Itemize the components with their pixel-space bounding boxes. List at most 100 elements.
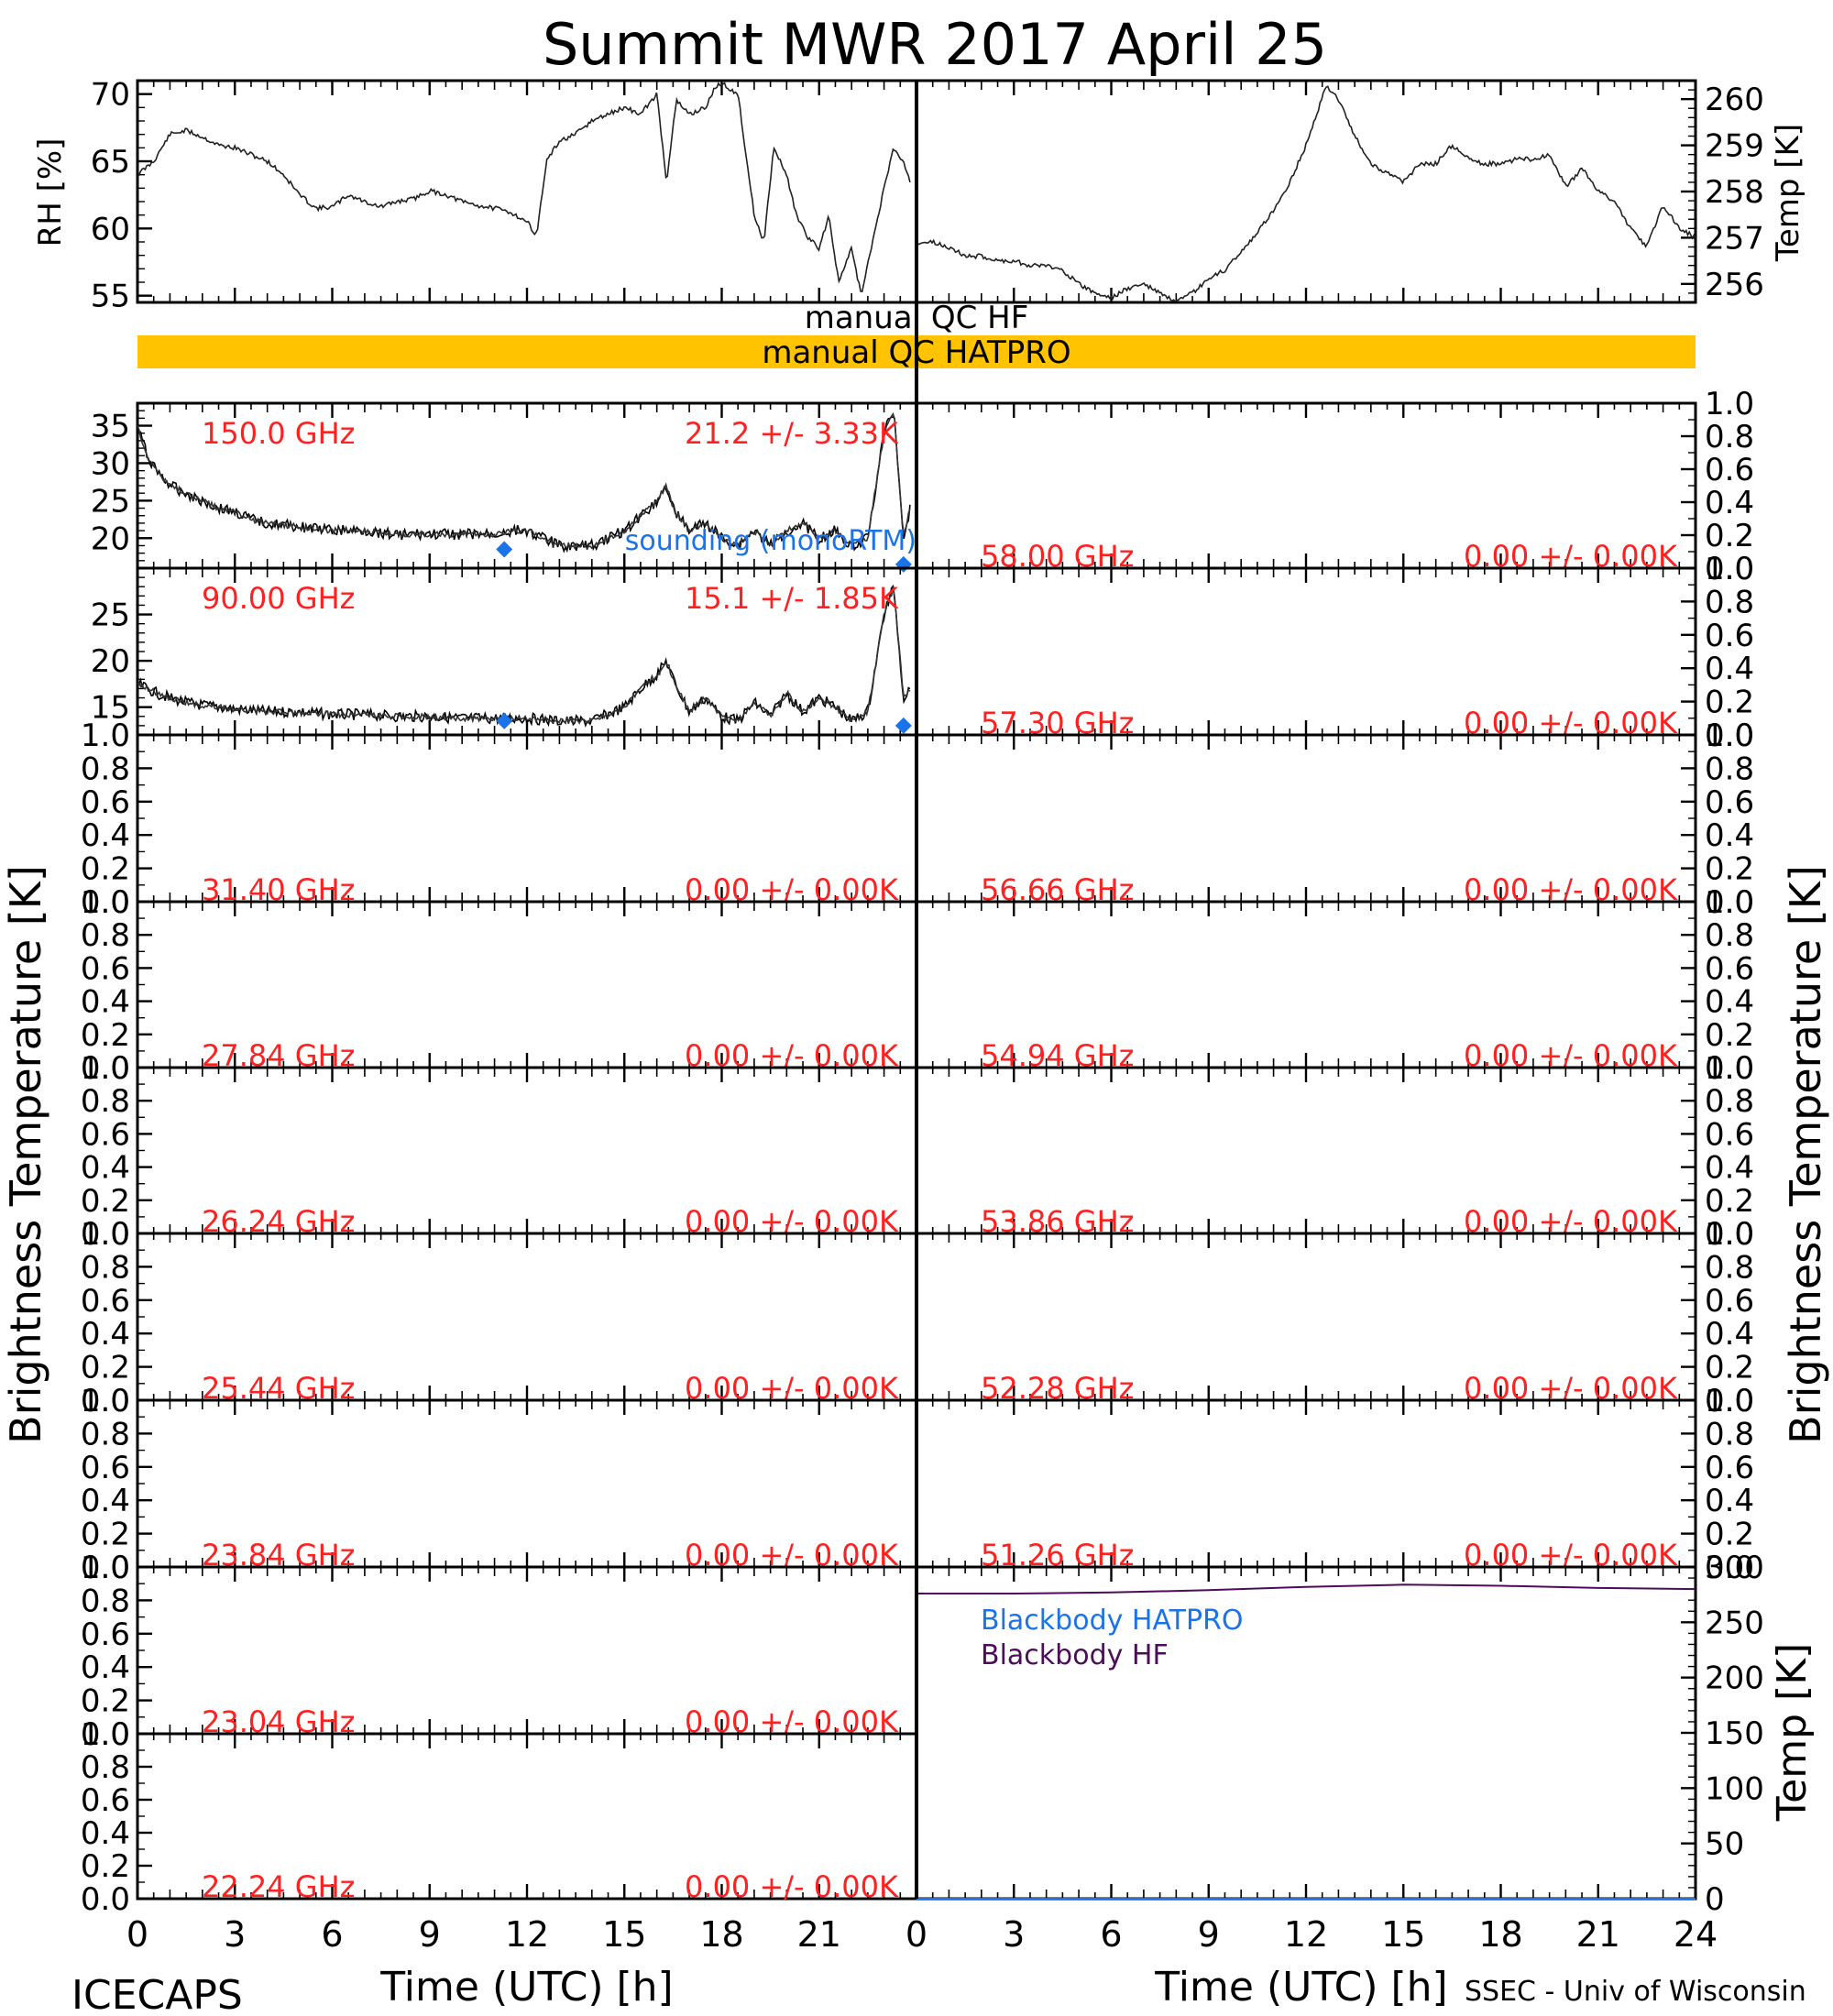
right-xtick-label: 3 [1003, 1914, 1025, 1955]
left-panel-0-sounding-point [496, 541, 513, 558]
right-panel-1-axis-ytick-label: 1.0 [1705, 551, 1754, 587]
right-panel-5-axis-ytick-label: 0.0 [1705, 1383, 1754, 1419]
left-main-ylabel: Brightness Temperature [K] [1, 865, 50, 1444]
right-panel-0-axis-ytick-label: 0.4 [1705, 485, 1754, 521]
temp-axis-ytick-label: 259 [1705, 128, 1764, 165]
blackbody-axis-ytick-label: 0 [1705, 1881, 1725, 1918]
right-panel-2-axis-ytick-label: 0.8 [1705, 751, 1754, 787]
left-panel-1-tb-line [137, 584, 911, 728]
left-panel-5-axis-ytick-label: 0.6 [81, 1283, 130, 1320]
right-panel-5-axis-ytick-label: 0.4 [1705, 1316, 1754, 1353]
blackbody-hf-line [916, 1583, 1696, 1594]
left-panel-4-axis-ytick-label: 0.8 [81, 1083, 130, 1120]
right-main-ylabel: Brightness Temperature [K] [1781, 865, 1830, 1444]
left-panel-2-axis-ytick-label: 0.0 [81, 884, 130, 921]
rh-line [137, 82, 911, 292]
temp-panel-frame [915, 79, 1697, 304]
left-panel-7-axis-ytick-label: 0.0 [81, 1716, 130, 1753]
left-panel-3-axis-ytick-label: 0.4 [81, 984, 130, 1021]
temp-ylabel: Temp [K] [1770, 124, 1806, 262]
right-panel-5-axis-ytick-label: 0.2 [1705, 1350, 1754, 1386]
footer-right: SSEC - Univ of Wisconsin [1465, 1976, 1806, 2008]
blackbody-axis-ytick-label: 50 [1705, 1826, 1744, 1863]
left-panel-0-sounding-point [895, 555, 912, 573]
left-panel-0-stat-label: 21.2 +/- 3.33K [685, 416, 899, 451]
blackbody-axis-ytick-label: 200 [1705, 1660, 1764, 1697]
left-xlabel: Time (UTC) [h] [379, 1964, 673, 2011]
right-panel-4-axis-ytick-label: 0.2 [1705, 1183, 1754, 1220]
right-xtick-label: 15 [1381, 1914, 1425, 1955]
blackbody-axis-ytick-label: 150 [1705, 1715, 1764, 1752]
right-panel-3-axis-ytick-label: 0.0 [1705, 1050, 1754, 1087]
right-xtick-label: 24 [1674, 1914, 1718, 1955]
right-xtick-label: 0 [906, 1914, 927, 1955]
right-panel-4-axis-ytick-label: 0.0 [1705, 1216, 1754, 1253]
right-panel-6-axis-ytick-label: 0.8 [1705, 1416, 1754, 1452]
blackbody-axis-ytick-label: 250 [1705, 1605, 1764, 1641]
temp-axis-ytick-label: 256 [1705, 267, 1764, 303]
sounding-legend: sounding (monoRTM) [625, 525, 916, 557]
right-panel-0-axis-ytick-label: 0.2 [1705, 518, 1754, 554]
right-panel-3-axis-ytick-label: 1.0 [1705, 884, 1754, 921]
left-panel-8-axis-ytick-label: 0.2 [81, 1848, 130, 1885]
left-panel-4-axis-ytick-label: 0.6 [81, 1116, 130, 1153]
left-panel-8-axis-ytick-label: 0.6 [81, 1782, 130, 1819]
left-panel-5-axis-ytick-label: 1.0 [81, 1216, 130, 1253]
left-panel-7-axis-ytick-label: 0.4 [81, 1649, 130, 1686]
right-xtick-label: 9 [1198, 1914, 1220, 1955]
blackbody-axis-ytick-label: 300 [1705, 1550, 1764, 1586]
left-panel-8-freq-label: 22.24 GHz [202, 1869, 355, 1904]
left-xtick-label: 21 [797, 1914, 841, 1955]
right-panel-2-axis-ytick-label: 0.2 [1705, 851, 1754, 888]
rh-axis-ytick-label: 60 [91, 211, 130, 247]
right-panel-2-axis-ytick-label: 1.0 [1705, 718, 1754, 754]
left-panel-8-axis-ytick-label: 0.4 [81, 1815, 130, 1852]
right-panel-3-axis-ytick-label: 0.2 [1705, 1017, 1754, 1054]
left-xtick-label: 15 [602, 1914, 646, 1955]
left-panel-8-stat-label: 0.00 +/- 0.00K [685, 1869, 899, 1904]
blackbody-axis-ytick-label: 100 [1705, 1770, 1764, 1807]
left-panel-2-axis-ytick-label: 0.6 [81, 784, 130, 821]
left-panel-7-axis-ytick-label: 0.8 [81, 1583, 130, 1619]
left-panel-6-axis-ytick-label: 0.6 [81, 1450, 130, 1486]
right-panel-0-axis-ytick-label: 0.8 [1705, 419, 1754, 455]
right-panel-4-axis-ytick-label: 0.8 [1705, 1083, 1754, 1120]
right-panel-6-axis-ytick-label: 0.0 [1705, 1550, 1754, 1586]
left-panel-3-axis-ytick-label: 0.2 [81, 1017, 130, 1054]
left-panel-7-axis-ytick-label: 0.6 [81, 1616, 130, 1653]
temp-line [916, 85, 1696, 302]
left-panel-8-axis-ytick-label: 0.8 [81, 1749, 130, 1786]
right-panel-2-axis-ytick-label: 0.4 [1705, 817, 1754, 854]
temp-axis-ytick-label: 260 [1705, 82, 1764, 118]
right-panel-6-axis-ytick-label: 0.6 [1705, 1450, 1754, 1486]
right-panel-6-axis-ytick-label: 0.4 [1705, 1483, 1754, 1519]
right-panel-5-axis-ytick-label: 1.0 [1705, 1216, 1754, 1253]
right-xtick-label: 18 [1478, 1914, 1522, 1955]
right-panel-0-axis-ytick-label: 0.0 [1705, 551, 1754, 587]
left-panel-2-axis-ytick-label: 0.4 [81, 817, 130, 854]
right-panel-5-axis-ytick-label: 0.8 [1705, 1249, 1754, 1286]
right-panel-0-axis-ytick-label: 0.6 [1705, 452, 1754, 488]
left-panel-1-sounding-point [895, 717, 912, 734]
left-panel-1-stat-label: 15.1 +/- 1.85K [685, 581, 899, 616]
right-panel-1-axis-ytick-label: 0.6 [1705, 618, 1754, 654]
right-panel-1-axis-ytick-label: 0.4 [1705, 651, 1754, 687]
right-panel-1-axis-ytick-label: 0.2 [1705, 685, 1754, 721]
left-panel-3-axis-ytick-label: 0.8 [81, 917, 130, 954]
legend-bb-hatpro: Blackbody HATPRO [981, 1605, 1244, 1637]
bb-temp-ylabel: Temp [K] [1769, 1643, 1816, 1822]
left-panel-0-axis-ytick-label: 35 [91, 409, 130, 445]
right-panel-4-axis-ytick-label: 0.4 [1705, 1150, 1754, 1187]
figure-title: Summit MWR 2017 April 25 [543, 11, 1327, 78]
footer-left: ICECAPS [71, 1972, 243, 2016]
left-panel-4-axis-ytick-label: 0.0 [81, 1216, 130, 1253]
right-panel-3-axis-ytick-label: 0.4 [1705, 984, 1754, 1021]
left-panel-0-tb-line-2 [137, 411, 911, 550]
rh-panel-frame [136, 79, 918, 304]
left-xtick-label: 9 [419, 1914, 441, 1955]
right-panel-0-axis-ytick-label: 1.0 [1705, 386, 1754, 422]
right-panel-6-axis-ytick-label: 1.0 [1705, 1383, 1754, 1419]
rh-ylabel: RH [%] [32, 138, 69, 247]
